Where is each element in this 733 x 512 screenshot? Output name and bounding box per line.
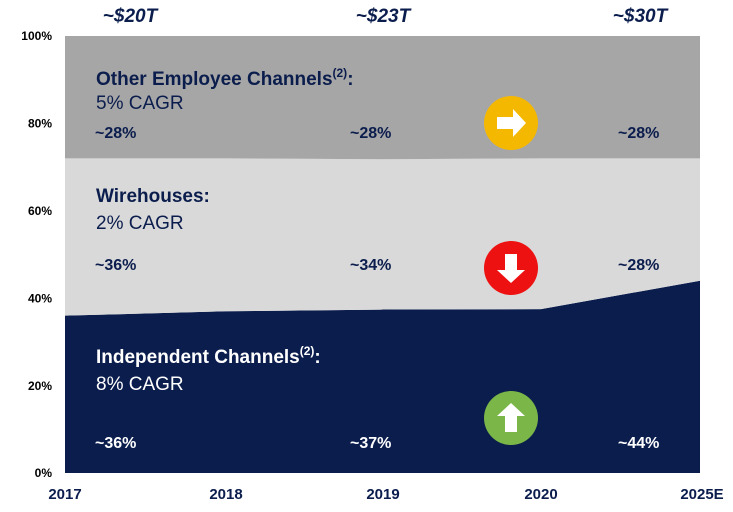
series-name: Independent Channels [96,347,300,368]
area [65,280,700,473]
value-label: ~36% [95,257,136,274]
x-tick-label: 2025E [680,486,723,503]
x-tick-label: 2020 [524,486,557,503]
footnote: (2) [300,344,315,358]
y-tick-label: 20% [28,379,52,393]
suffix: : [347,69,353,90]
value-label: ~37% [350,435,391,452]
y-tick-label: 60% [28,204,52,218]
cagr-label: 2% CAGR [96,213,184,234]
x-tick-label: 2019 [366,486,399,503]
series-label: Independent Channels(2): [96,344,321,368]
value-label: ~44% [618,435,659,452]
value-label: ~34% [350,257,391,274]
arrow [497,403,525,432]
value-label: ~36% [95,435,136,452]
y-tick-label: 80% [28,117,52,131]
area [65,36,700,160]
series-label: Wirehouses: [96,186,210,207]
value-label: ~28% [618,125,659,142]
x-tick-label: 2018 [209,486,242,503]
series-name: Other Employee Channels [96,69,333,90]
series-name: Wirehouses [96,186,204,207]
value-label: ~28% [350,125,391,142]
total-label: ~$20T [103,6,159,27]
value-label: ~28% [95,125,136,142]
footnote: (2) [333,66,348,80]
cagr-label: 8% CAGR [96,374,184,395]
y-tick-label: 40% [28,291,52,305]
arrow [497,254,525,283]
x-tick-label: 2017 [48,486,81,503]
suffix: : [314,347,320,368]
area [65,158,700,316]
cagr-label: 5% CAGR [96,93,184,114]
total-label: ~$30T [613,6,669,27]
total-label: ~$23T [356,6,412,27]
suffix: : [204,186,210,207]
series-label: Other Employee Channels(2): [96,66,354,90]
arrow [497,109,526,137]
y-tick-label: 100% [21,29,52,43]
y-tick-label: 0% [35,466,53,480]
value-label: ~28% [618,257,659,274]
